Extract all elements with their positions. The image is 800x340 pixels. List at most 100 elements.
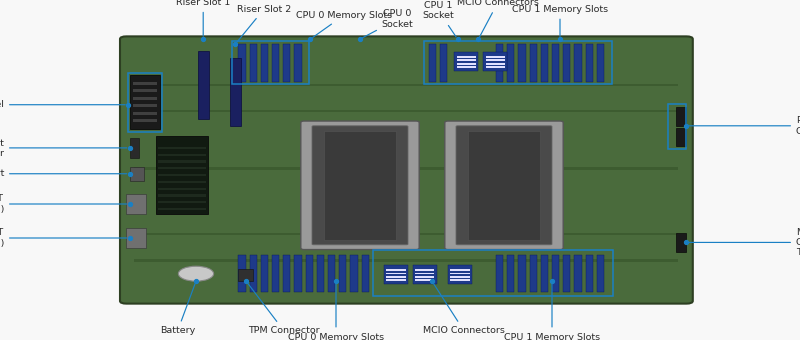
Bar xyxy=(486,66,505,68)
Bar xyxy=(597,44,604,82)
Bar xyxy=(413,265,437,284)
FancyBboxPatch shape xyxy=(120,36,693,304)
Bar xyxy=(198,51,209,119)
Text: 10GBASE-T
Ethernet port (RJ45): 10GBASE-T Ethernet port (RJ45) xyxy=(0,228,127,248)
Bar xyxy=(386,273,406,274)
Bar xyxy=(373,250,613,296)
Bar xyxy=(158,174,206,176)
Bar xyxy=(134,84,678,86)
Bar xyxy=(454,52,478,71)
Bar xyxy=(350,255,358,292)
Bar xyxy=(133,104,157,107)
Bar xyxy=(586,255,593,292)
Bar xyxy=(339,255,346,292)
Bar xyxy=(676,128,686,146)
Text: CPU 1 Memory Slots: CPU 1 Memory Slots xyxy=(504,284,600,340)
Text: MCIO Connectors: MCIO Connectors xyxy=(423,284,505,335)
Bar xyxy=(158,194,206,197)
Bar xyxy=(496,255,503,292)
Bar xyxy=(230,58,241,126)
Bar xyxy=(450,276,470,278)
Bar xyxy=(324,131,396,240)
Bar xyxy=(448,265,472,284)
Bar xyxy=(457,59,476,61)
Bar xyxy=(597,255,604,292)
Bar xyxy=(457,56,476,58)
Bar xyxy=(126,228,146,248)
Bar xyxy=(386,276,406,278)
Bar xyxy=(552,44,559,82)
Bar xyxy=(272,255,279,292)
Bar xyxy=(676,107,686,126)
Bar xyxy=(668,104,686,149)
Bar xyxy=(518,44,526,82)
Bar xyxy=(158,208,206,210)
Bar xyxy=(429,44,436,82)
Text: 1000BASE-T
Ethernet port (RJ45): 1000BASE-T Ethernet port (RJ45) xyxy=(0,194,127,214)
Text: CPU 1
Socket: CPU 1 Socket xyxy=(422,1,456,37)
Text: I/O Breakout
Cable Connector: I/O Breakout Cable Connector xyxy=(0,138,127,158)
Bar xyxy=(130,75,160,129)
Bar xyxy=(450,269,470,271)
FancyBboxPatch shape xyxy=(445,121,563,250)
Bar xyxy=(128,73,162,132)
Text: CPU 0 Memory Slots: CPU 0 Memory Slots xyxy=(288,284,384,340)
Bar xyxy=(486,59,505,61)
Bar xyxy=(133,112,157,115)
Bar xyxy=(541,44,548,82)
Bar xyxy=(158,201,206,203)
Bar xyxy=(440,44,447,82)
Text: Riser Slot 2: Riser Slot 2 xyxy=(237,5,291,42)
Bar xyxy=(250,44,257,82)
Bar xyxy=(586,44,593,82)
Bar xyxy=(483,52,507,71)
Bar xyxy=(486,63,505,65)
Bar xyxy=(261,44,268,82)
Bar xyxy=(415,276,434,278)
Text: Battery: Battery xyxy=(160,284,195,335)
Bar xyxy=(158,147,206,149)
Bar xyxy=(450,279,470,281)
Text: Management
Communications
To Other Modules: Management Communications To Other Modul… xyxy=(688,227,800,257)
Bar xyxy=(133,89,157,92)
Bar xyxy=(250,255,257,292)
Text: CPU 0
Socket: CPU 0 Socket xyxy=(362,10,414,38)
Bar xyxy=(676,233,686,252)
Bar xyxy=(134,233,678,235)
Bar xyxy=(424,41,612,84)
Bar xyxy=(238,269,253,280)
Bar xyxy=(507,255,514,292)
Bar xyxy=(294,255,302,292)
Text: USB 3.0 Port: USB 3.0 Port xyxy=(0,169,127,178)
Text: Power
Connectors: Power Connectors xyxy=(688,116,800,136)
Bar xyxy=(574,44,582,82)
Bar xyxy=(552,255,559,292)
Bar xyxy=(283,44,290,82)
Bar xyxy=(133,119,157,122)
Bar xyxy=(272,44,279,82)
Bar xyxy=(126,194,146,214)
Text: Riser Slot 1: Riser Slot 1 xyxy=(176,0,230,36)
Bar xyxy=(507,44,514,82)
Bar xyxy=(158,181,206,183)
Bar xyxy=(133,97,157,100)
Bar xyxy=(415,279,434,281)
Bar xyxy=(158,160,206,163)
Bar xyxy=(232,41,309,84)
Bar xyxy=(386,279,406,281)
Bar xyxy=(486,56,505,58)
Bar xyxy=(133,82,157,85)
Bar xyxy=(261,255,268,292)
Bar xyxy=(415,269,434,271)
Text: TPM Connector: TPM Connector xyxy=(247,283,320,335)
FancyBboxPatch shape xyxy=(301,121,419,250)
Bar xyxy=(450,273,470,274)
Bar xyxy=(574,255,582,292)
Bar xyxy=(134,259,678,262)
Bar xyxy=(415,273,434,274)
Bar xyxy=(457,63,476,65)
Bar xyxy=(518,255,526,292)
Bar xyxy=(386,269,406,271)
Bar xyxy=(294,44,302,82)
Bar xyxy=(134,110,678,113)
